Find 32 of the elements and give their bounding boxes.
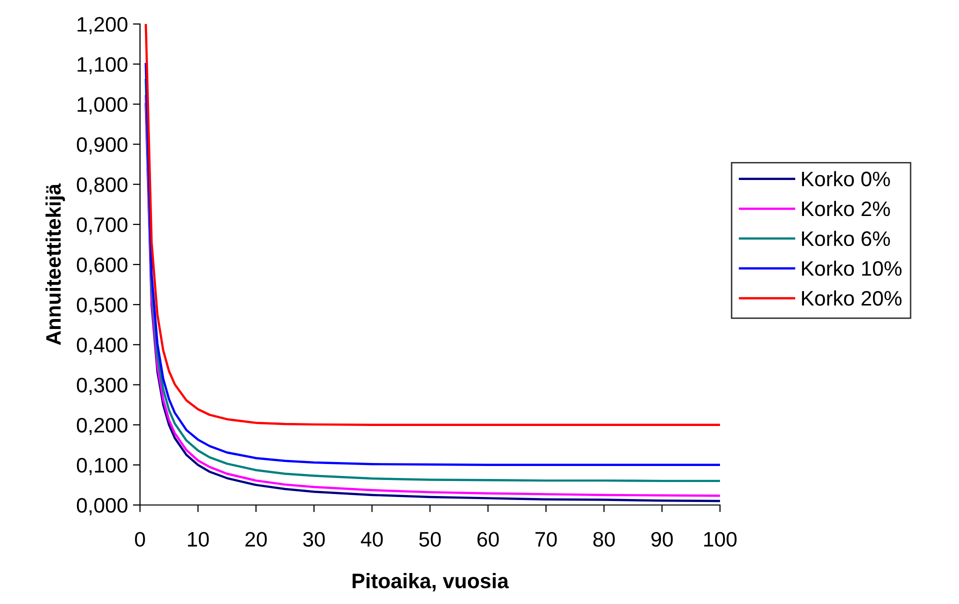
legend-label: Korko 6% [802,230,890,246]
x-tick-label: 20 [245,532,267,547]
x-tick-label: 10 [188,532,209,547]
y-tick-label: 0,300 [76,378,128,395]
legend-label: Korko 20% [802,290,902,306]
y-axis-title: Annuiteettitekijä [46,183,65,346]
y-tick-label: 1,100 [78,57,128,74]
x-tick-label: 40 [360,532,383,547]
y-tick-label: 0,000 [76,498,128,516]
x-tick-label: 30 [303,532,325,547]
x-tick-label: 90 [651,532,673,547]
y-tick-label: 0,200 [76,418,128,436]
x-tick-label: 100 [704,532,737,547]
legend-label: Korko 0% [802,171,890,186]
x-tick-label: 50 [419,532,441,547]
x-tick-label: 80 [593,532,615,547]
line-series [144,24,720,426]
x-tick-label: 70 [535,532,557,547]
y-tick-label: 0,500 [76,298,128,315]
y-tick-label: 0,700 [76,217,128,235]
x-tick-label: 60 [477,532,499,547]
y-tick-label: 1,000 [78,97,128,114]
x-axis-title: Pitoaika, vuosia [352,573,509,592]
x-tick-label: 0 [135,532,145,547]
y-tick-label: 0,600 [76,258,128,275]
y-tick-label: 0,100 [76,458,128,476]
y-tick-label: 0,900 [76,137,128,154]
legend-label: Korko 10% [802,260,902,276]
legend-label: Korko 2% [802,200,890,216]
y-tick-label: 0,400 [76,338,128,355]
y-tick-label: 1,200 [78,17,128,34]
y-tick-label: 0,800 [76,177,128,195]
